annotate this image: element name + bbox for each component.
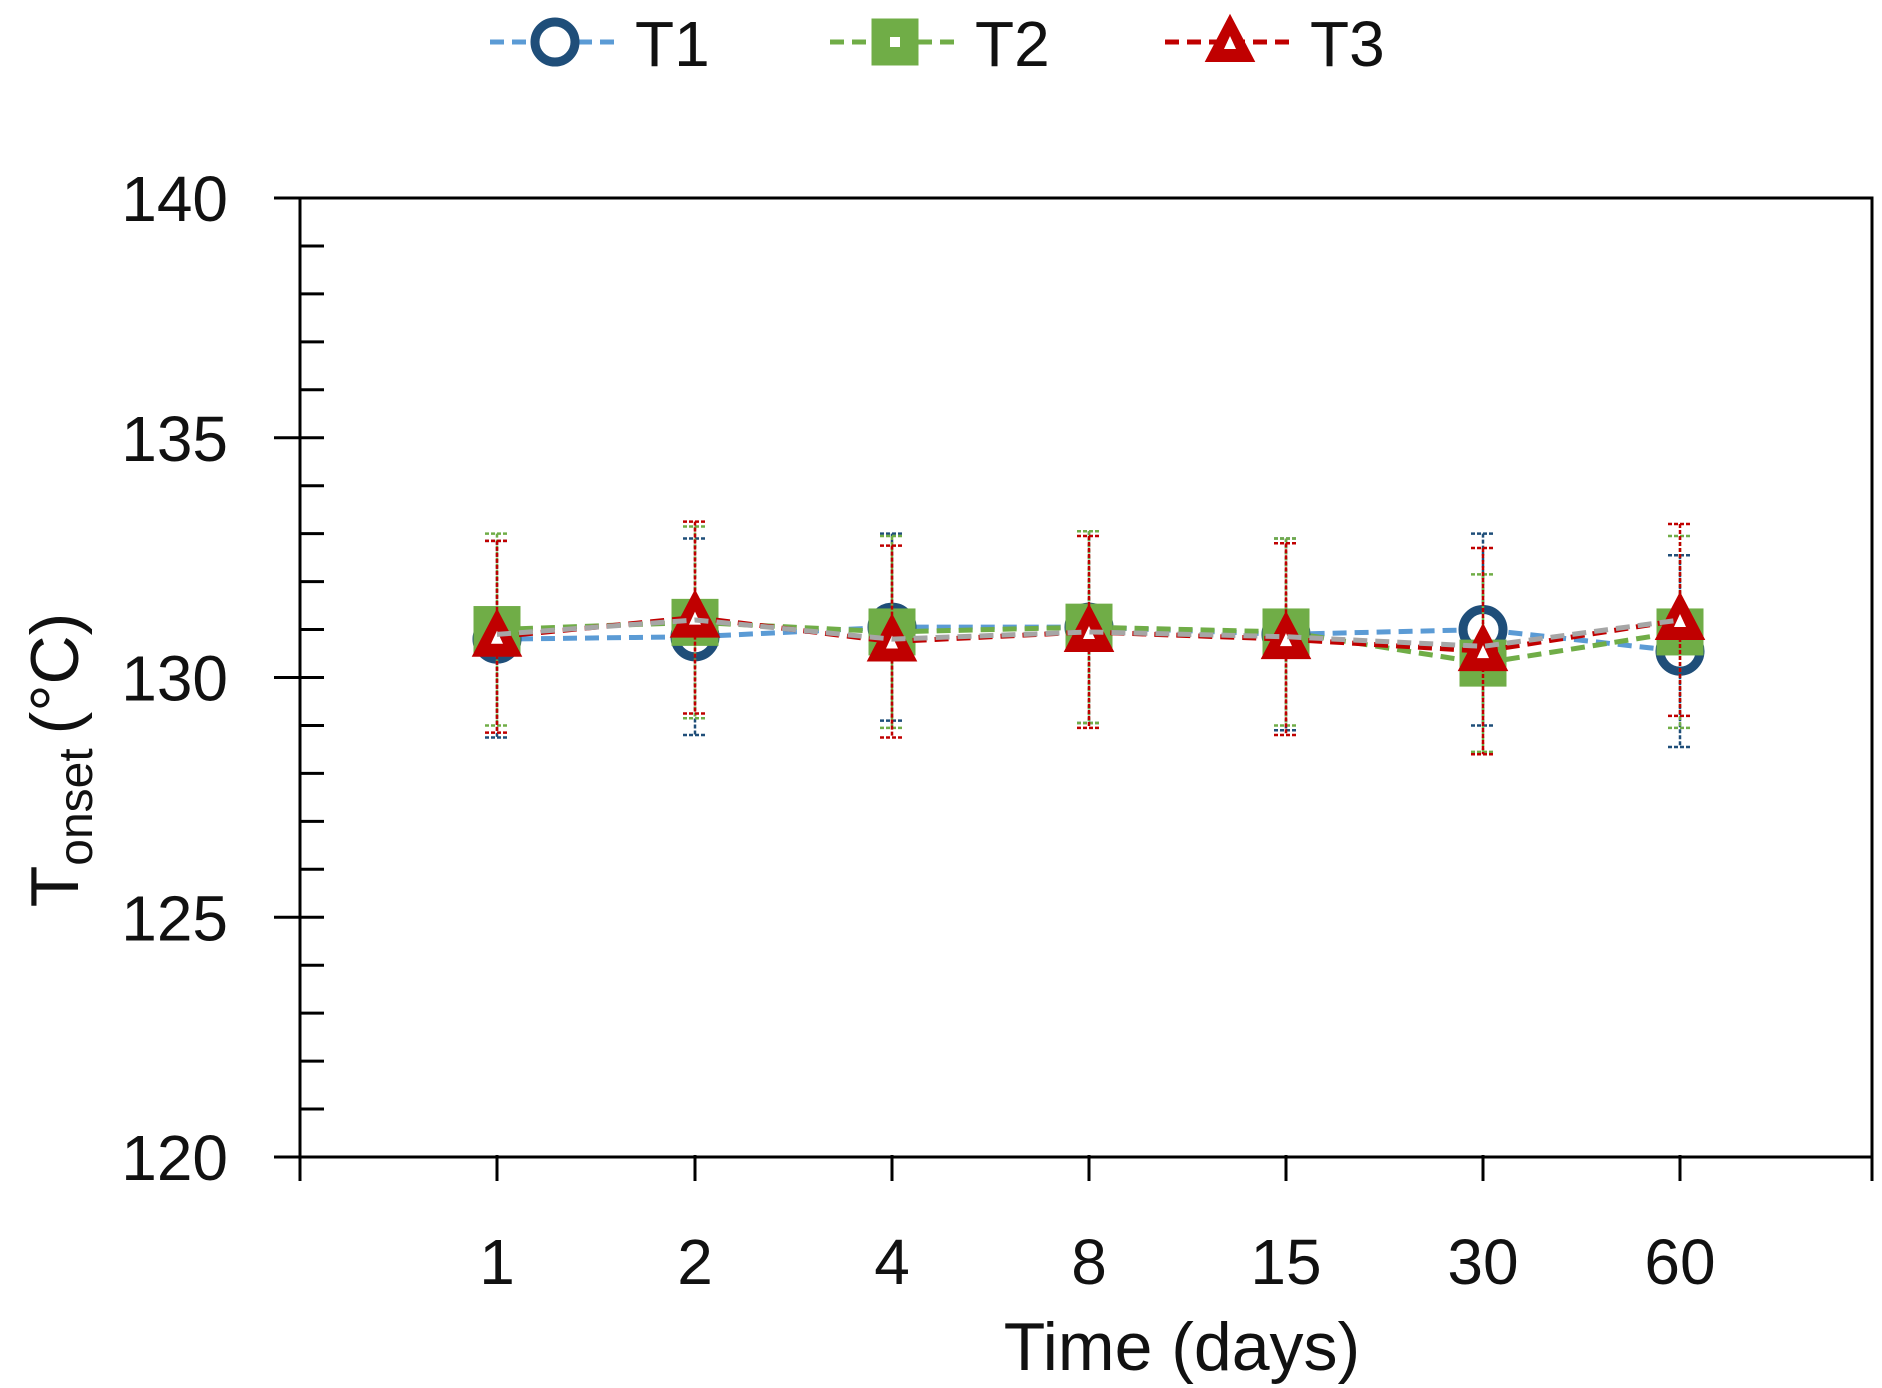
data-point-core — [1477, 645, 1489, 659]
x-axis-title: Time (days) — [1004, 1309, 1360, 1385]
x-tick-label: 8 — [1071, 1226, 1107, 1298]
legend-item-t1: T1 — [490, 8, 710, 80]
y-tick-label: 130 — [121, 643, 228, 715]
x-tick-label: 30 — [1447, 1226, 1518, 1298]
data-point-core — [491, 630, 503, 644]
legend-label: T1 — [635, 8, 710, 80]
data-point-core — [1674, 613, 1686, 627]
y-tick-label: 135 — [121, 403, 228, 475]
y-tick-label: 120 — [121, 1122, 228, 1194]
x-tick-label: 2 — [677, 1226, 713, 1298]
svg-text:Tonset(°C): Tonset (°C) — [17, 613, 103, 908]
legend-label: T3 — [1310, 8, 1385, 80]
plot-area — [471, 520, 1706, 756]
legend-item-t2: T2 — [830, 8, 1050, 80]
x-tick-label: 15 — [1250, 1226, 1321, 1298]
x-tick-label: 60 — [1644, 1226, 1715, 1298]
y-tick-label: 140 — [121, 163, 228, 235]
y-axis-title-subscript: onset — [50, 748, 103, 865]
legend-item-t3: T3 — [1165, 8, 1385, 80]
axis-labels: Time (days) Tonset (°C) — [17, 613, 1360, 1385]
axes: 120 125 130 135 140 1 2 4 8 15 30 60 — [121, 163, 1874, 1298]
series-mean — [496, 617, 1681, 649]
data-point-core — [886, 635, 898, 649]
x-tick-label: 4 — [874, 1226, 910, 1298]
y-axis-title-main: T — [17, 866, 93, 908]
data-point-core — [1280, 633, 1292, 647]
x-tick-label: 1 — [479, 1226, 515, 1298]
y-axis-title-unit: (°C) — [17, 613, 93, 735]
series-line — [496, 617, 1681, 649]
plot-border — [298, 196, 1874, 1159]
legend: T1 T2 T3 — [490, 8, 1385, 80]
legend-marker-core — [890, 37, 900, 47]
legend-marker-core — [1224, 36, 1236, 49]
legend-label: T2 — [975, 8, 1050, 80]
y-tick-label: 125 — [121, 882, 228, 954]
data-point-core — [1083, 625, 1095, 639]
legend-marker — [871, 18, 919, 66]
legend-marker — [530, 17, 580, 67]
y-axis-title: Tonset (°C) — [17, 613, 103, 908]
